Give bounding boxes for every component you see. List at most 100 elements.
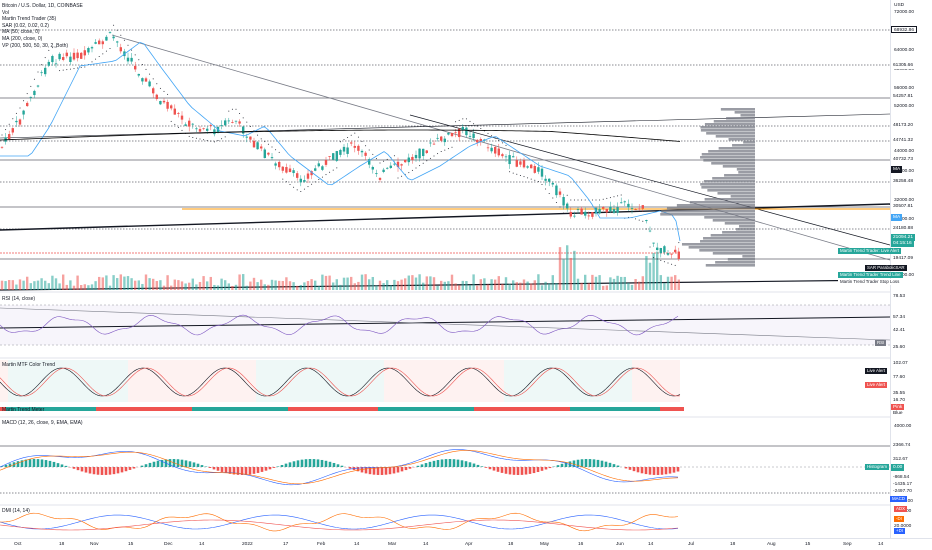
trend-meter-cell — [60, 407, 66, 411]
level-label: 40732.73 — [891, 156, 916, 163]
trend-meter-cell — [120, 407, 126, 411]
legend-volume-profile[interactable]: VP (200, 500, 50, 30, 2, Both) — [2, 42, 69, 49]
candle-body — [659, 248, 662, 254]
volume-bar — [310, 279, 313, 290]
macd-histogram-bar — [176, 459, 180, 467]
volume-bar — [270, 279, 274, 290]
adx-line — [0, 519, 679, 531]
volume-bar — [98, 276, 101, 290]
legend-martin-trend-trader[interactable]: Martin Trend Trader (35) — [2, 16, 57, 23]
time-tick: 18 — [508, 542, 514, 547]
martin-bg — [624, 360, 632, 402]
volume-bar — [198, 281, 202, 290]
legend-ma200[interactable]: MA (200, close, 0) — [2, 35, 43, 42]
sar-dot — [537, 180, 539, 182]
rsi-legend[interactable]: RSI (14, close) — [2, 296, 36, 302]
sar-dot — [642, 220, 644, 222]
time-axis[interactable]: Oct 18 Nov 15 Dec 14 2022 17 Feb 14 Mar … — [0, 538, 932, 550]
martin-bg — [192, 360, 200, 402]
martin-bg — [448, 360, 456, 402]
volume-bar — [468, 284, 472, 290]
martin-bg — [216, 360, 224, 402]
candle-body — [530, 164, 533, 169]
sar-dot — [12, 118, 14, 120]
candle-body — [51, 55, 54, 63]
chart-canvas[interactable] — [0, 0, 890, 538]
trend-meter-cell — [342, 407, 348, 411]
martin-trend-pane[interactable] — [0, 360, 684, 411]
macd-histogram-bar — [504, 467, 508, 474]
volume-bar — [22, 280, 25, 290]
macd-pane[interactable] — [0, 445, 890, 494]
time-tick: 15 — [128, 542, 134, 547]
dmi-legend[interactable]: DMI (14, 14) — [2, 508, 30, 514]
macd-legend[interactable]: MACD (12, 26, close, 9, EMA, EMA) — [2, 420, 83, 426]
volume-bar — [324, 275, 328, 290]
volume-bar — [666, 276, 670, 290]
volume-bar — [497, 276, 500, 290]
sar-dot — [509, 171, 511, 173]
price-pane[interactable] — [0, 24, 890, 506]
candle-body — [382, 169, 385, 172]
martin-bg — [640, 360, 648, 402]
martin-bg — [272, 360, 280, 402]
sar-dot — [383, 160, 385, 162]
martin-bg — [296, 360, 304, 402]
macd-histogram-bar — [288, 462, 292, 467]
sar-dot — [393, 155, 395, 157]
volume-bar — [292, 282, 295, 290]
trend-meter-cell — [294, 407, 300, 411]
macd-histogram-bar — [112, 467, 116, 475]
volume-bar — [105, 275, 108, 290]
volume-bar — [227, 283, 230, 290]
candle-body — [173, 108, 176, 115]
macd-histogram-bar — [184, 460, 188, 467]
trend-meter-legend[interactable]: Martin Trend Meter — [2, 407, 45, 413]
volume-profile-bar — [728, 138, 755, 141]
dmi-pane[interactable] — [0, 512, 679, 532]
candle-body — [126, 57, 130, 62]
martin-legend[interactable]: Martin MTF Color Trend — [2, 362, 56, 368]
macd-level: 2366.74 — [891, 442, 913, 449]
volume-bar — [62, 274, 65, 290]
rsi-pane[interactable] — [0, 304, 890, 346]
volume-bar — [209, 276, 212, 290]
volume-bar — [83, 284, 86, 290]
volume-bar — [252, 277, 256, 290]
candle-body — [119, 47, 122, 52]
martin-level: 77.60 — [891, 374, 908, 381]
volume-profile-bar — [704, 123, 755, 126]
volume-bar — [206, 281, 209, 290]
candle-body — [220, 125, 223, 126]
sar-dot — [343, 139, 345, 141]
legend-sar[interactable]: SAR (0.02, 0.02, 0.2) — [2, 22, 49, 29]
macd-histogram-bar — [320, 459, 324, 467]
volume-bar — [94, 281, 97, 290]
trend-meter-cell — [246, 407, 252, 411]
macd-histogram-bar — [616, 465, 620, 467]
martin-bg — [304, 360, 312, 402]
trend-meter-cell — [180, 407, 186, 411]
volume-bar — [263, 284, 266, 290]
volume-bar — [321, 274, 324, 290]
volume-bar — [11, 280, 14, 290]
symbol-title[interactable]: Bitcoin / U.S. Dollar, 1D, COINBASE — [2, 3, 83, 9]
time-tick: Jun — [616, 542, 624, 547]
level-label: 19417.09 — [891, 255, 916, 262]
volume-bar — [108, 285, 112, 290]
candle-body — [234, 120, 238, 122]
sar-dot — [159, 87, 161, 89]
volume-bar — [188, 282, 191, 290]
sar-dot — [458, 119, 460, 121]
candle-body — [47, 61, 50, 66]
legend-vol[interactable]: Vol — [2, 9, 9, 16]
candle-body — [137, 73, 140, 76]
candle-body — [569, 211, 572, 217]
volume-bar — [605, 285, 608, 290]
legend-ma50[interactable]: MA (50, close, 0) — [2, 29, 40, 36]
trend-meter-cell — [42, 407, 48, 411]
macd-histogram-bar — [128, 467, 132, 470]
time-tick: 14 — [648, 542, 654, 547]
volume-bar — [267, 284, 270, 290]
